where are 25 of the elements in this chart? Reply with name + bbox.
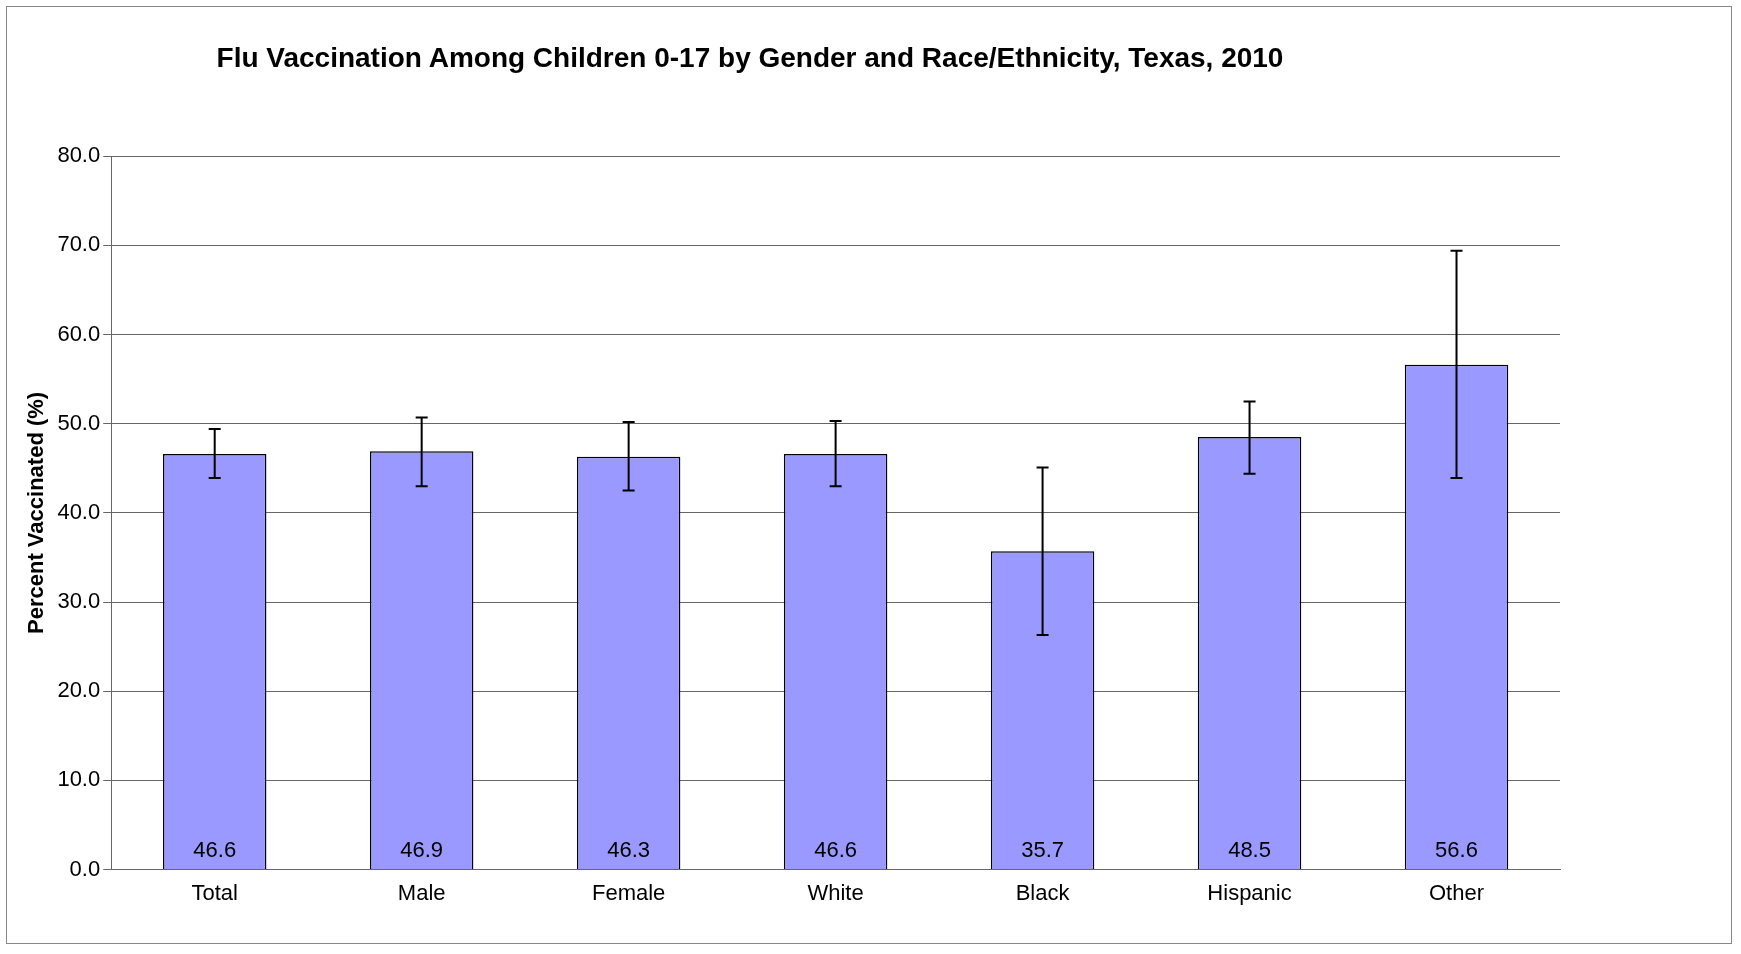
y-tick-label: 60.0 xyxy=(57,320,101,346)
data-label: 46.3 xyxy=(607,836,651,862)
y-tick-label: 80.0 xyxy=(57,142,101,168)
x-tick-label: Other xyxy=(1429,879,1485,905)
data-label: 46.6 xyxy=(193,836,237,862)
x-tick-label: Black xyxy=(1015,879,1071,905)
y-tick-label: 0.0 xyxy=(69,855,101,881)
x-tick-label: Hispanic xyxy=(1207,879,1292,905)
x-tick-label: White xyxy=(807,879,864,905)
data-label: 35.7 xyxy=(1021,836,1064,862)
y-tick-label: 70.0 xyxy=(57,231,101,257)
data-label: 56.6 xyxy=(1435,836,1478,862)
y-tick-label: 20.0 xyxy=(57,677,101,703)
y-tick-label: 50.0 xyxy=(57,409,101,435)
data-label: 48.5 xyxy=(1228,836,1271,862)
y-axis-title: Percent Vaccinated (%) xyxy=(23,391,49,634)
y-tick-label: 40.0 xyxy=(57,498,101,524)
chart-title: Flu Vaccination Among Children 0-17 by Gender and Race/Ethnicity, Texas, 2010 xyxy=(215,42,1285,74)
data-label: 46.6 xyxy=(814,836,858,862)
y-tick-label: 10.0 xyxy=(57,766,101,792)
data-label: 46.9 xyxy=(400,836,444,862)
x-tick-label: Female xyxy=(591,879,666,905)
x-tick-label: Total xyxy=(191,879,238,905)
y-tick-label: 30.0 xyxy=(57,588,101,614)
x-tick-label: Male xyxy=(397,879,446,905)
